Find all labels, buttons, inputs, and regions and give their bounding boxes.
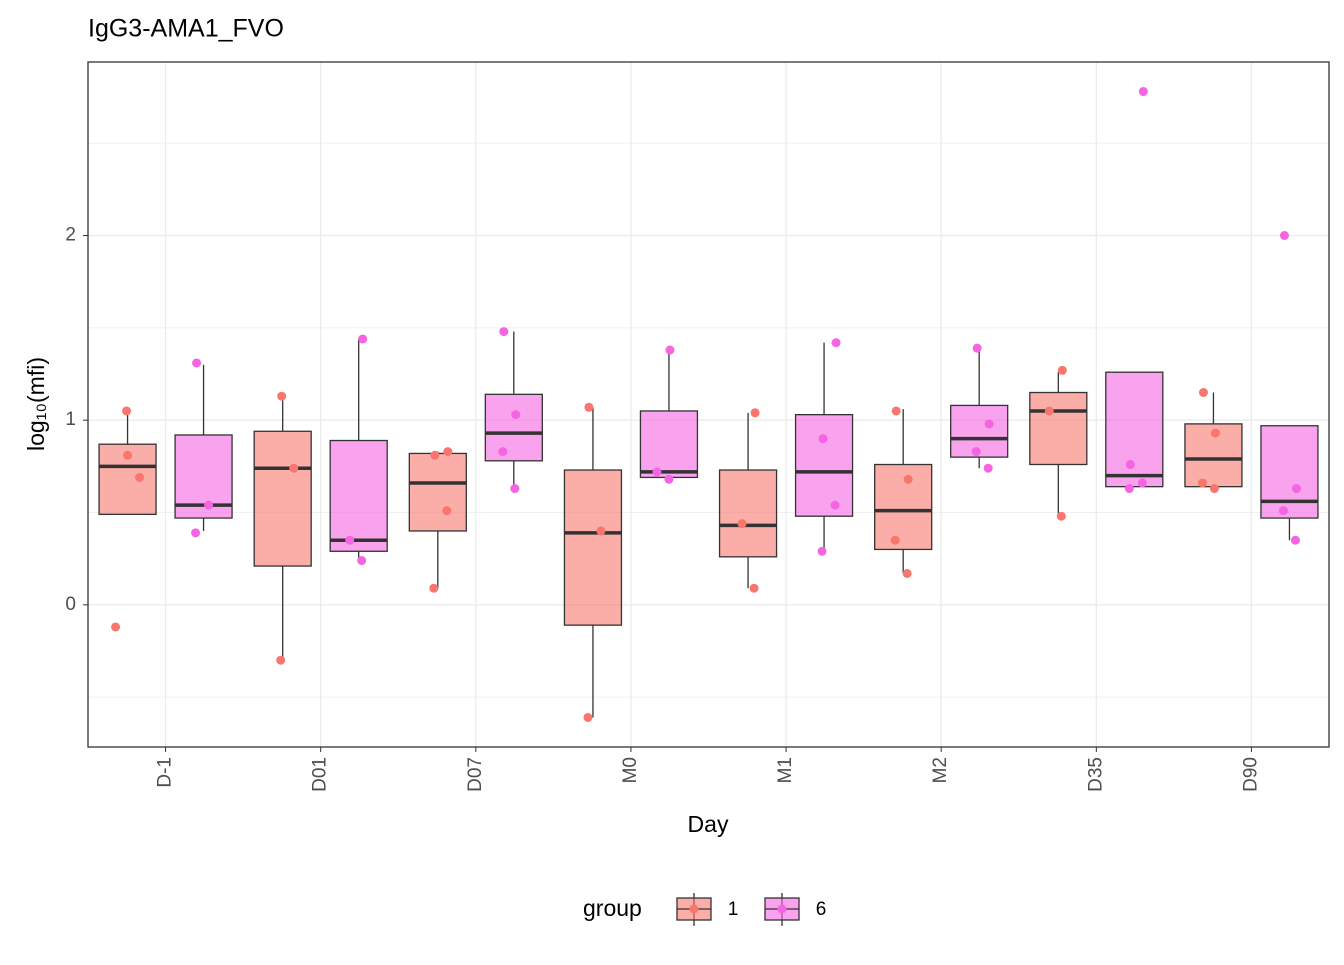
point: [665, 345, 675, 355]
point: [1124, 484, 1134, 494]
y-tick-label: 2: [65, 225, 76, 246]
point: [1279, 231, 1289, 241]
point: [1198, 387, 1208, 397]
x-tick-label: D35: [1085, 757, 1106, 792]
legend-point: [777, 904, 787, 914]
point: [277, 391, 287, 401]
y-axis-label: log₁₀(mfi): [23, 357, 49, 451]
point: [1290, 535, 1300, 545]
point: [429, 583, 439, 593]
point: [1125, 460, 1135, 470]
point: [596, 526, 606, 536]
point: [358, 334, 368, 344]
box: [718, 469, 778, 558]
point: [971, 447, 981, 457]
point: [1278, 506, 1288, 516]
point: [983, 463, 993, 473]
box: [639, 410, 699, 479]
box: [408, 452, 467, 532]
panel-border: [87, 61, 1330, 748]
point: [276, 655, 286, 665]
point: [1209, 484, 1219, 494]
box: [794, 414, 854, 517]
point: [499, 327, 509, 337]
point: [1056, 511, 1066, 521]
y-tick-label: 0: [65, 594, 76, 615]
x-tick-label: D90: [1240, 757, 1261, 792]
box: [1260, 425, 1319, 519]
point: [583, 712, 593, 722]
x-tick-label: M0: [620, 757, 641, 783]
point: [345, 535, 355, 545]
point: [443, 447, 453, 457]
point: [430, 450, 440, 460]
point: [289, 463, 299, 473]
point: [122, 406, 132, 416]
point: [891, 406, 901, 416]
point: [111, 622, 121, 632]
point: [204, 500, 214, 510]
point: [511, 410, 521, 420]
point: [192, 358, 202, 368]
point: [1137, 478, 1147, 488]
point: [357, 556, 367, 566]
box: [484, 393, 543, 462]
legend-label: 6: [816, 899, 827, 920]
box: [253, 430, 312, 567]
point: [123, 450, 133, 460]
point: [749, 583, 759, 593]
point: [135, 472, 145, 482]
x-tick-label: M2: [930, 757, 951, 783]
point: [510, 484, 520, 494]
point: [191, 528, 201, 538]
legend-label: 1: [728, 899, 739, 920]
point: [984, 419, 994, 429]
box: [1105, 371, 1164, 488]
point: [442, 506, 452, 516]
point: [737, 519, 747, 529]
y-tick-label: 1: [65, 409, 76, 430]
point: [817, 546, 827, 556]
point: [1138, 87, 1148, 97]
box: [1029, 391, 1088, 466]
x-tick-label: D07: [465, 757, 486, 792]
point: [1197, 478, 1207, 488]
point: [972, 343, 982, 353]
point: [750, 408, 760, 418]
box: [874, 463, 933, 551]
point: [830, 500, 840, 510]
point: [664, 474, 674, 484]
point: [584, 402, 594, 412]
point: [1291, 484, 1301, 494]
point: [818, 434, 828, 444]
point: [1044, 406, 1054, 416]
x-axis-label: Day: [688, 811, 729, 837]
point: [902, 568, 912, 578]
point: [1057, 365, 1067, 375]
chart-title: IgG3-AMA1_FVO: [88, 15, 284, 43]
point: [498, 447, 508, 457]
box: [329, 439, 388, 552]
x-tick-label: M1: [775, 757, 796, 783]
x-tick-label: D01: [310, 757, 331, 792]
x-tick-label: D-1: [155, 757, 176, 788]
point: [903, 474, 913, 484]
legend-title: group: [583, 895, 642, 921]
point: [890, 535, 900, 545]
point: [1210, 428, 1220, 438]
legend-point: [689, 904, 699, 914]
point: [831, 338, 841, 348]
point: [652, 467, 662, 477]
box: [563, 469, 623, 626]
